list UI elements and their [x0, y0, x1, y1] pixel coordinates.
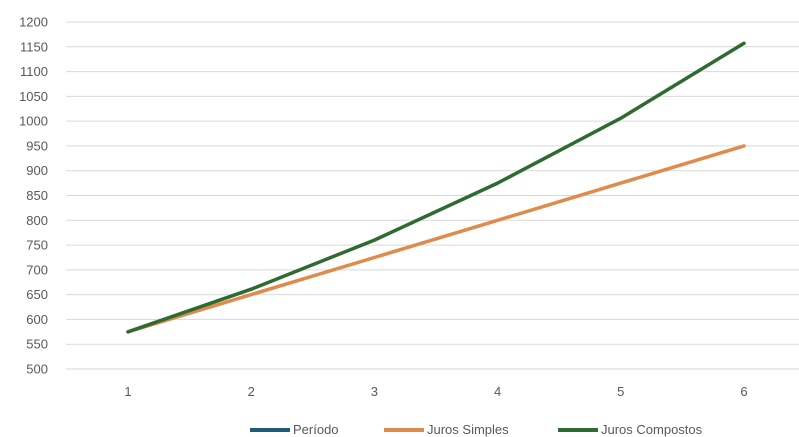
legend-item-0: Período — [250, 422, 339, 437]
y-tick-label: 750 — [26, 238, 48, 253]
grid — [66, 21, 799, 370]
y-tick-label: 1000 — [19, 114, 48, 129]
x-tick-label: 1 — [124, 384, 131, 399]
x-tick-label: 6 — [740, 384, 747, 399]
y-tick-label: 600 — [26, 312, 48, 327]
legend-item-1: Juros Simples — [384, 422, 509, 437]
y-tick-label: 1200 — [19, 15, 48, 30]
x-tick-label: 4 — [494, 384, 501, 399]
x-tick-label: 5 — [617, 384, 624, 399]
x-tick-label: 2 — [248, 384, 255, 399]
series-line-1 — [126, 144, 746, 334]
y-tick-label: 850 — [26, 188, 48, 203]
legend-item-2: Juros Compostos — [558, 422, 703, 437]
legend-label: Juros Compostos — [601, 422, 703, 437]
y-tick-label: 550 — [26, 337, 48, 352]
y-tick-label: 900 — [26, 163, 48, 178]
legend-label: Juros Simples — [427, 422, 509, 437]
y-tick-label: 1150 — [20, 39, 48, 54]
x-tick-label: 3 — [371, 384, 378, 399]
series-lines — [126, 41, 746, 334]
y-tick-label: 950 — [26, 138, 48, 153]
series-line-2 — [126, 41, 746, 334]
legend: Período Juros Simples Juros Compostos — [250, 422, 703, 437]
x-axis-ticks: 1 2 3 4 5 6 — [124, 384, 747, 399]
y-tick-label: 650 — [26, 287, 48, 302]
y-tick-label: 700 — [26, 262, 48, 277]
legend-label: Período — [293, 422, 339, 437]
y-tick-label: 1100 — [20, 64, 48, 79]
y-axis-ticks: 500 550 600 650 700 750 800 850 900 950 1000 1050 11… — [19, 15, 48, 377]
y-tick-label: 500 — [26, 362, 48, 377]
y-tick-label: 1050 — [19, 89, 48, 104]
y-tick-label: 800 — [26, 213, 48, 228]
